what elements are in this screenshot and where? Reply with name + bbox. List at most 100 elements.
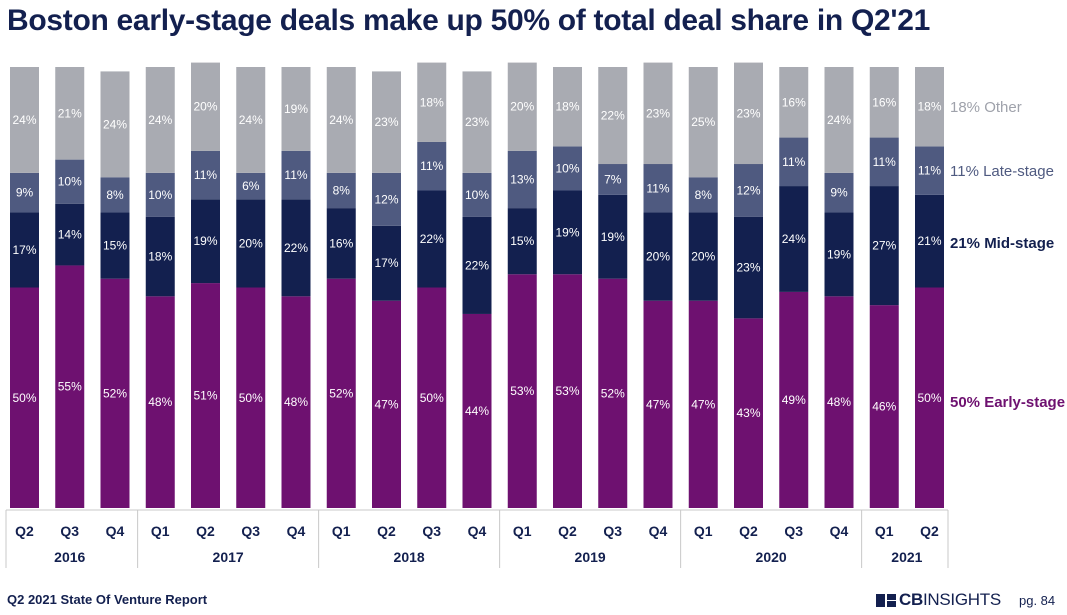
bar-segment-mid-stage bbox=[55, 203, 85, 266]
data-label: 22% bbox=[284, 241, 308, 255]
logo-text-bold: CB bbox=[899, 590, 923, 609]
data-label: 16% bbox=[782, 95, 806, 109]
bar-segment-mid-stage bbox=[643, 212, 673, 301]
bar-segment-late-stage bbox=[869, 137, 899, 187]
data-label: 18% bbox=[148, 250, 172, 264]
data-label: 52% bbox=[103, 386, 127, 400]
bar-segment-early-stage bbox=[326, 278, 356, 508]
bar-segment-mid-stage bbox=[824, 212, 854, 297]
bar-segment-other bbox=[643, 62, 673, 165]
year-label: 2021 bbox=[891, 549, 922, 565]
report-name: Q2 2021 State Of Venture Report bbox=[7, 592, 208, 607]
year-label: 2018 bbox=[394, 549, 425, 565]
data-label: 18% bbox=[420, 95, 444, 109]
bar-segment-late-stage bbox=[145, 172, 175, 217]
data-label: 47% bbox=[374, 397, 398, 411]
bar-segment-early-stage bbox=[417, 287, 447, 508]
data-label: 22% bbox=[601, 109, 625, 123]
year-label: 2020 bbox=[756, 549, 787, 565]
bar-segment-mid-stage bbox=[779, 186, 809, 292]
x-tick-label: Q1 bbox=[332, 523, 351, 539]
data-label: 48% bbox=[284, 395, 308, 409]
data-label: 11% bbox=[420, 159, 443, 173]
bar-segment-late-stage bbox=[734, 164, 763, 217]
data-label: 24% bbox=[329, 113, 353, 127]
data-label: 14% bbox=[58, 228, 82, 242]
logo-text-regular: INSIGHTS bbox=[922, 590, 1001, 609]
x-tick-label: Q1 bbox=[513, 523, 532, 539]
bar-segment-mid-stage bbox=[372, 225, 401, 301]
bar-segment-mid-stage bbox=[100, 212, 130, 279]
bar-segment-late-stage bbox=[462, 172, 492, 217]
data-label: 8% bbox=[106, 188, 124, 202]
x-tick-label: Q2 bbox=[196, 523, 215, 539]
data-label: 25% bbox=[691, 115, 715, 129]
data-label: 15% bbox=[103, 239, 127, 253]
bar-segment-late-stage bbox=[55, 159, 85, 204]
data-label: 17% bbox=[374, 256, 398, 270]
data-label: 24% bbox=[239, 113, 263, 127]
x-tick-label: Q2 bbox=[739, 523, 758, 539]
data-label: 21% bbox=[58, 106, 82, 120]
data-label: 18% bbox=[917, 100, 941, 114]
bar-segment-mid-stage bbox=[417, 190, 447, 288]
bar-segment-other bbox=[417, 62, 447, 142]
data-label: 16% bbox=[329, 236, 353, 250]
x-tick-label: Q2 bbox=[377, 523, 396, 539]
bar-segment-mid-stage bbox=[507, 208, 537, 275]
bar-segment-mid-stage bbox=[191, 199, 220, 284]
data-label: 20% bbox=[239, 236, 263, 250]
data-label: 24% bbox=[148, 113, 172, 127]
data-label: 23% bbox=[736, 261, 760, 275]
data-label: 7% bbox=[604, 172, 622, 186]
bar-segment-other bbox=[55, 67, 85, 160]
bar-segment-other bbox=[372, 71, 401, 173]
data-label: 13% bbox=[510, 172, 534, 186]
bar-segment-mid-stage bbox=[734, 216, 763, 319]
data-label: 11% bbox=[194, 168, 217, 182]
legend-entry: 21% Mid-stage bbox=[950, 235, 1054, 252]
data-label: 10% bbox=[555, 161, 579, 175]
bar-segment-early-stage bbox=[145, 296, 175, 508]
bar-segment-early-stage bbox=[462, 313, 492, 508]
data-label: 20% bbox=[193, 100, 217, 114]
bar-segment-other bbox=[869, 67, 899, 138]
data-label: 44% bbox=[465, 404, 489, 418]
data-label: 20% bbox=[646, 250, 670, 264]
bar-segment-early-stage bbox=[824, 296, 854, 508]
data-label: 24% bbox=[782, 232, 806, 246]
bar-segment-early-stage bbox=[915, 287, 944, 508]
bar-segment-early-stage bbox=[688, 300, 718, 508]
data-label: 51% bbox=[193, 389, 217, 403]
bar-segment-early-stage bbox=[598, 278, 628, 508]
data-label: 15% bbox=[510, 234, 534, 248]
data-label: 50% bbox=[12, 391, 36, 405]
bar-segment-other bbox=[236, 67, 266, 173]
x-tick-label: Q4 bbox=[830, 523, 849, 539]
bar-segment-other bbox=[281, 67, 311, 151]
x-tick-label: Q3 bbox=[422, 523, 441, 539]
x-tick-label: Q3 bbox=[603, 523, 622, 539]
bar-segment-late-stage bbox=[10, 172, 39, 213]
bar-segment-mid-stage bbox=[598, 194, 628, 279]
data-label: 11% bbox=[918, 164, 941, 178]
bar-segment-other bbox=[688, 67, 718, 178]
x-tick-label: Q4 bbox=[287, 523, 306, 539]
data-label: 6% bbox=[242, 179, 260, 193]
bar-segment-early-stage bbox=[643, 300, 673, 508]
data-label: 12% bbox=[736, 183, 760, 197]
data-label: 48% bbox=[148, 395, 172, 409]
bar-segment-late-stage bbox=[779, 137, 809, 187]
bar-segment-late-stage bbox=[191, 150, 220, 200]
bar-segment-late-stage bbox=[598, 164, 628, 195]
data-label: 48% bbox=[827, 395, 851, 409]
data-label: 23% bbox=[374, 115, 398, 129]
data-label: 23% bbox=[736, 106, 760, 120]
data-label: 23% bbox=[465, 115, 489, 129]
x-tick-label: Q4 bbox=[468, 523, 487, 539]
data-label: 19% bbox=[601, 230, 625, 244]
bar-segment-mid-stage bbox=[145, 216, 175, 297]
bar-segment-mid-stage bbox=[915, 194, 944, 288]
bar-segment-mid-stage bbox=[10, 212, 39, 288]
